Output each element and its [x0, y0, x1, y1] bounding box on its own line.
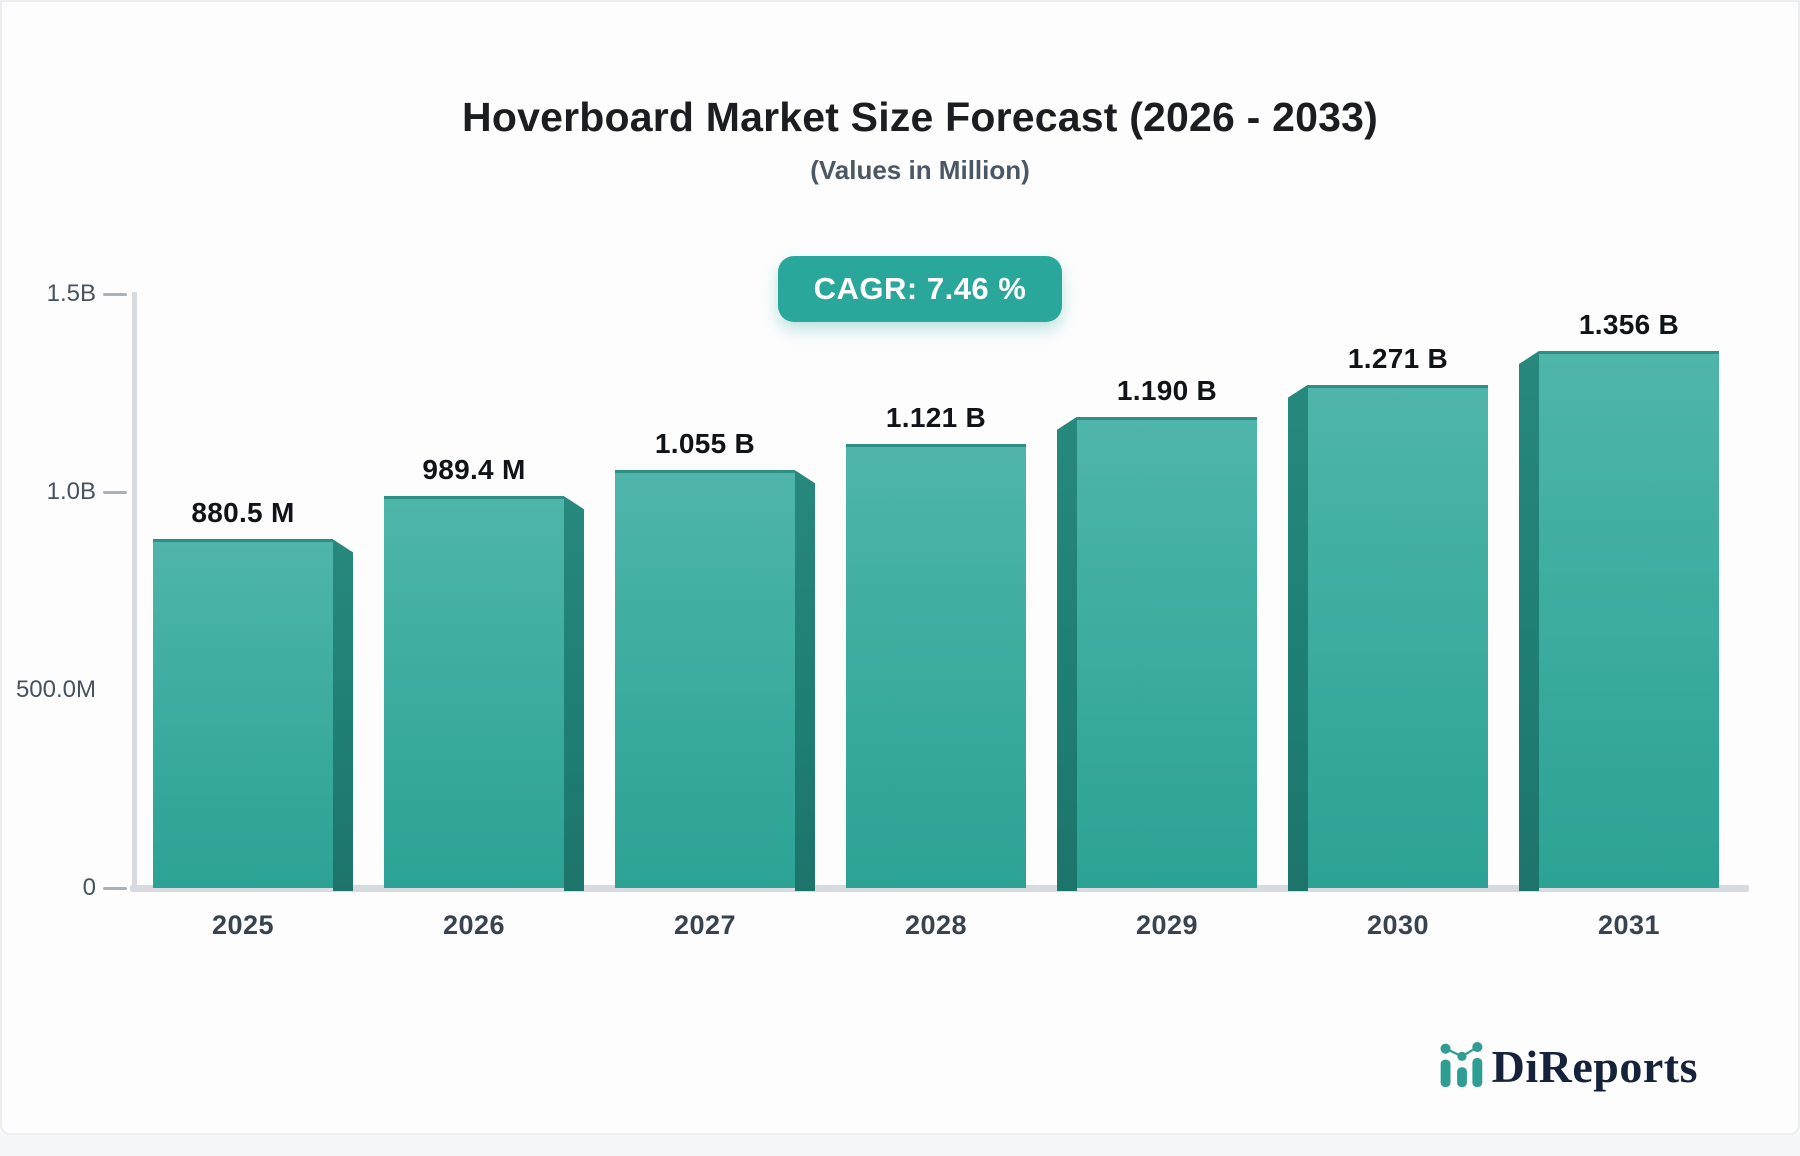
logo-bar-line-chart-icon: [1440, 1041, 1484, 1092]
x-axis-label-2027: 2027: [673, 910, 737, 940]
bar-value-label-2027: 1.055 B: [654, 428, 756, 460]
bar-side-bevel-2030: [1288, 384, 1308, 891]
bar-side-bevel-2027: [795, 470, 815, 891]
bar-value-label-2031: 1.356 B: [1578, 309, 1680, 341]
bar-2027: [615, 470, 795, 888]
bar-side-bevel-2031: [1519, 351, 1539, 891]
y-tick-dash: [103, 491, 127, 494]
bar-value-label-2030: 1.271 B: [1347, 342, 1449, 374]
chart-header: Hoverboard Market Size Forecast (2026 - …: [42, 94, 1798, 186]
x-axis-label-2030: 2030: [1366, 910, 1430, 940]
y-tick-label: 1.0B: [46, 478, 96, 505]
bar-side-bevel-2025: [333, 539, 353, 891]
bar-2028: [846, 444, 1026, 888]
x-axis-label-2025: 2025: [211, 910, 275, 940]
bar-value-label-2029: 1.190 B: [1116, 374, 1218, 406]
x-axis-label-2029: 2029: [1135, 910, 1199, 940]
x-axis-label-2026: 2026: [442, 910, 506, 940]
bar-2025: [153, 539, 333, 888]
chart-title: Hoverboard Market Size Forecast (2026 - …: [462, 94, 1378, 140]
logo: DiReports: [1440, 1040, 1698, 1093]
y-axis-line: [132, 292, 137, 890]
x-axis-line: [130, 885, 1749, 892]
x-axis-label-2028: 2028: [904, 910, 968, 940]
bar-2029: [1077, 416, 1257, 888]
cagr-badge: CAGR: 7.46 %: [777, 256, 1063, 322]
bar-2031: [1539, 351, 1719, 888]
x-axis-label-2031: 2031: [1597, 910, 1661, 940]
y-tick-label: 1.5B: [46, 280, 96, 307]
bar-value-label-2028: 1.121 B: [885, 402, 987, 434]
bar-side-bevel-2029: [1057, 416, 1077, 891]
cagr-badge-row: CAGR: 7.46 %: [42, 256, 1798, 322]
y-tick-label: 500.0M: [15, 676, 96, 703]
chart-subtitle: (Values in Million): [810, 155, 1030, 185]
bar-side-bevel-2026: [564, 496, 584, 891]
y-tick-label: 0: [82, 874, 96, 901]
y-tick-dash: [103, 293, 127, 296]
y-tick-dash: [103, 887, 127, 890]
bar-2030: [1308, 384, 1488, 888]
logo-text: DiReports: [1491, 1041, 1698, 1092]
bar-value-label-2026: 989.4 M: [422, 454, 526, 486]
bar-value-label-2025: 880.5 M: [191, 497, 295, 529]
bar-2026: [384, 496, 564, 888]
